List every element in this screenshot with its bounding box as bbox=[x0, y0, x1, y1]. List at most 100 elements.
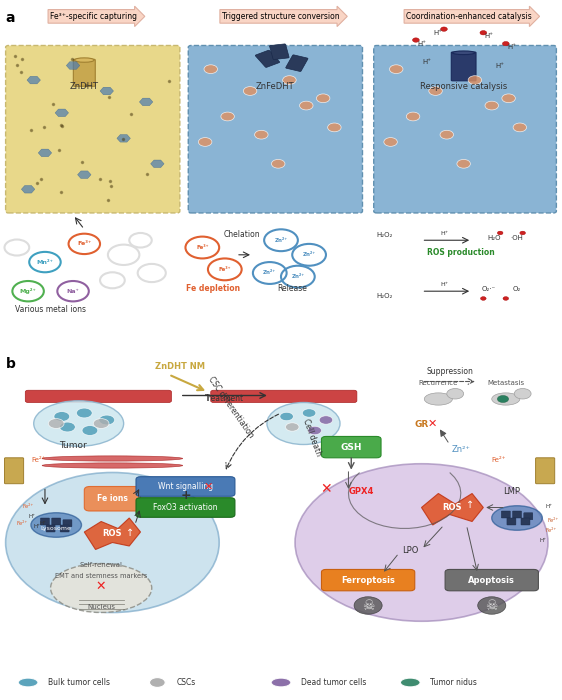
Ellipse shape bbox=[18, 678, 38, 687]
Polygon shape bbox=[422, 494, 483, 525]
Text: CSC differentiation: CSC differentiation bbox=[206, 375, 255, 440]
Text: EMT and stemness markers: EMT and stemness markers bbox=[55, 573, 147, 578]
Text: ✕: ✕ bbox=[203, 482, 212, 491]
Text: Na⁺: Na⁺ bbox=[67, 288, 79, 294]
FancyBboxPatch shape bbox=[524, 512, 533, 519]
Text: Nucleus: Nucleus bbox=[87, 604, 115, 610]
Polygon shape bbox=[21, 186, 35, 193]
Ellipse shape bbox=[34, 400, 124, 447]
Text: LMP: LMP bbox=[503, 486, 520, 496]
Ellipse shape bbox=[492, 393, 520, 405]
Text: ✕: ✕ bbox=[428, 419, 437, 429]
Text: Zn²⁺: Zn²⁺ bbox=[263, 270, 277, 276]
Ellipse shape bbox=[42, 463, 183, 468]
Text: Fe²⁺: Fe²⁺ bbox=[491, 457, 506, 463]
Circle shape bbox=[76, 408, 92, 418]
Ellipse shape bbox=[75, 58, 94, 62]
Text: Fe³⁺: Fe³⁺ bbox=[196, 245, 209, 250]
Text: ✕: ✕ bbox=[96, 580, 106, 593]
Circle shape bbox=[389, 65, 403, 74]
FancyBboxPatch shape bbox=[501, 511, 510, 518]
Text: GR: GR bbox=[414, 420, 429, 429]
Text: Mg²⁺: Mg²⁺ bbox=[20, 288, 37, 294]
Text: CSCs: CSCs bbox=[177, 678, 196, 687]
Text: ROS production: ROS production bbox=[427, 248, 495, 257]
Circle shape bbox=[204, 65, 217, 74]
FancyBboxPatch shape bbox=[40, 518, 49, 525]
Text: H₂O₂: H₂O₂ bbox=[377, 232, 393, 237]
Text: Fe²⁺: Fe²⁺ bbox=[22, 503, 34, 508]
Text: Recurrence: Recurrence bbox=[419, 380, 458, 386]
FancyBboxPatch shape bbox=[270, 44, 289, 60]
FancyBboxPatch shape bbox=[52, 518, 61, 525]
Polygon shape bbox=[117, 134, 130, 142]
Circle shape bbox=[478, 596, 506, 615]
Polygon shape bbox=[27, 76, 40, 84]
Circle shape bbox=[502, 94, 515, 103]
Text: H⁺: H⁺ bbox=[440, 281, 448, 287]
Polygon shape bbox=[78, 171, 91, 178]
Text: Bulk tumor cells: Bulk tumor cells bbox=[48, 678, 110, 687]
Ellipse shape bbox=[31, 512, 81, 538]
Circle shape bbox=[54, 412, 70, 421]
FancyBboxPatch shape bbox=[321, 437, 381, 458]
Circle shape bbox=[300, 102, 313, 110]
Circle shape bbox=[441, 27, 447, 31]
FancyBboxPatch shape bbox=[451, 52, 476, 80]
Ellipse shape bbox=[424, 393, 452, 405]
Text: ☠: ☠ bbox=[486, 598, 498, 612]
Circle shape bbox=[480, 31, 487, 35]
Text: Fe³⁺-specific capturing: Fe³⁺-specific capturing bbox=[51, 12, 137, 21]
Text: Fe ions: Fe ions bbox=[97, 494, 128, 503]
Text: Mn²⁺: Mn²⁺ bbox=[37, 260, 53, 265]
Text: O₂·⁻: O₂·⁻ bbox=[482, 286, 496, 292]
Text: ·OH: ·OH bbox=[511, 235, 523, 241]
FancyBboxPatch shape bbox=[445, 570, 538, 591]
Circle shape bbox=[99, 415, 115, 425]
Text: Fe depletion: Fe depletion bbox=[187, 284, 241, 293]
Circle shape bbox=[48, 419, 64, 428]
Circle shape bbox=[255, 130, 268, 139]
Ellipse shape bbox=[42, 456, 183, 461]
Text: H⁺: H⁺ bbox=[417, 41, 426, 47]
Text: H⁺: H⁺ bbox=[423, 59, 432, 65]
Ellipse shape bbox=[6, 473, 219, 612]
Text: GPX4: GPX4 bbox=[348, 486, 374, 496]
Text: b: b bbox=[6, 357, 16, 371]
Text: ☠: ☠ bbox=[362, 598, 374, 612]
Circle shape bbox=[82, 426, 98, 435]
Circle shape bbox=[384, 138, 397, 146]
Text: Zn²⁺: Zn²⁺ bbox=[302, 252, 316, 258]
Text: O₂: O₂ bbox=[513, 286, 521, 292]
Text: Fe²⁺: Fe²⁺ bbox=[17, 521, 28, 526]
Circle shape bbox=[221, 112, 234, 121]
Circle shape bbox=[503, 297, 509, 300]
Circle shape bbox=[328, 123, 341, 132]
Text: Responsive catalysis: Responsive catalysis bbox=[420, 82, 507, 91]
FancyBboxPatch shape bbox=[374, 46, 556, 213]
Text: Tumor: Tumor bbox=[59, 441, 87, 450]
Text: Zn²⁺: Zn²⁺ bbox=[451, 444, 470, 454]
Text: H⁺: H⁺ bbox=[484, 34, 493, 39]
FancyBboxPatch shape bbox=[136, 477, 235, 496]
Text: H⁺: H⁺ bbox=[39, 521, 46, 526]
Polygon shape bbox=[84, 518, 140, 550]
Circle shape bbox=[319, 416, 333, 424]
Text: Apoptosis: Apoptosis bbox=[468, 576, 515, 584]
Circle shape bbox=[149, 678, 165, 687]
Text: H₂O: H₂O bbox=[488, 235, 501, 241]
Text: Fe²⁺: Fe²⁺ bbox=[545, 528, 556, 533]
FancyBboxPatch shape bbox=[521, 518, 530, 525]
Text: LPO: LPO bbox=[402, 546, 419, 555]
Circle shape bbox=[413, 38, 419, 42]
Text: a: a bbox=[6, 11, 15, 25]
FancyBboxPatch shape bbox=[46, 525, 55, 532]
Ellipse shape bbox=[267, 402, 340, 444]
Polygon shape bbox=[38, 149, 52, 157]
Ellipse shape bbox=[400, 678, 420, 687]
Polygon shape bbox=[151, 160, 164, 167]
Text: H⁺: H⁺ bbox=[440, 231, 448, 236]
FancyBboxPatch shape bbox=[285, 55, 308, 71]
Circle shape bbox=[406, 112, 420, 121]
Circle shape bbox=[198, 138, 212, 146]
